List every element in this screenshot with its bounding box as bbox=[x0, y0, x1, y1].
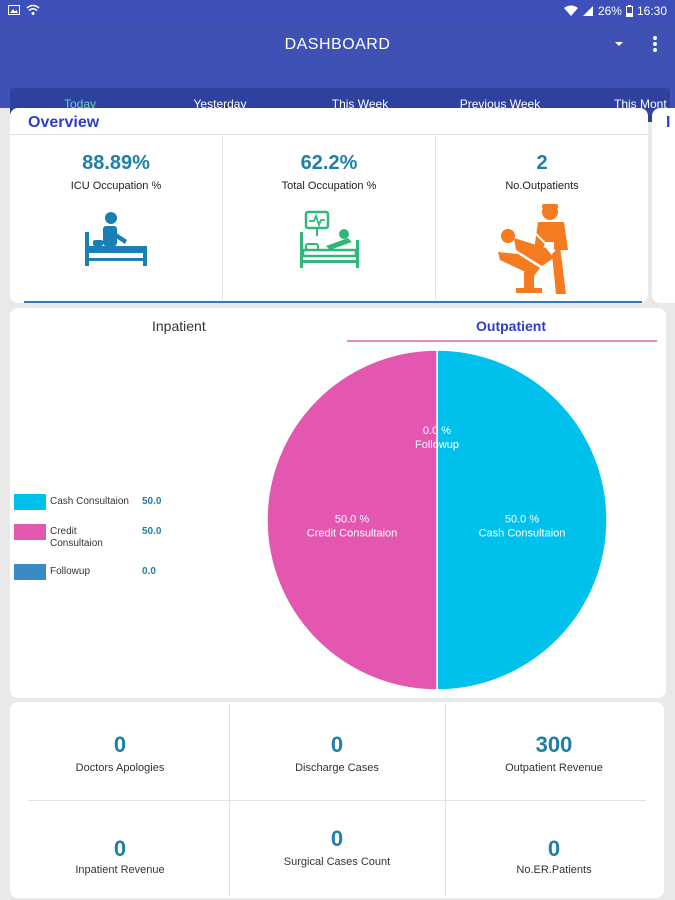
legend-value: 50.0 bbox=[142, 526, 162, 537]
metrics-card: 0 Doctors Apologies 0 Discharge Cases 30… bbox=[10, 702, 664, 898]
overview-title: Overview bbox=[28, 114, 100, 131]
outpatient-revenue-value: 300 bbox=[535, 732, 573, 757]
discharge-cases-value: 0 bbox=[330, 732, 344, 757]
outpatient-pie-chart[interactable]: 50.0 % Cash Consultaion 50.0 % Credit Consu… bbox=[264, 348, 610, 694]
tab-outpatient[interactable]: Outpatient bbox=[476, 318, 546, 334]
dropdown-arrow-icon[interactable] bbox=[610, 36, 628, 52]
tab-inpatient[interactable]: Inpatient bbox=[152, 318, 206, 334]
outpatient-tab-indicator bbox=[347, 340, 657, 342]
icu-occupation-value: 88.89% bbox=[82, 152, 150, 174]
pie-percent-label-followup: 0.0 % bbox=[423, 425, 451, 437]
tab-yesterday[interactable]: Yesterday bbox=[193, 97, 247, 111]
pie-name-label-followup: Followup bbox=[415, 439, 459, 451]
legend-swatch bbox=[14, 494, 46, 510]
battery-icon bbox=[625, 5, 633, 17]
more-options-icon[interactable] bbox=[648, 34, 662, 54]
inpatient-revenue-label: Inpatient Revenue bbox=[75, 864, 165, 876]
tab-previous-week[interactable]: Previous Week bbox=[459, 97, 541, 111]
pie-name-label-credit-consultaion: Credit Consultaion bbox=[307, 528, 398, 540]
status-bar: 26% 16:30 bbox=[0, 0, 675, 22]
stat-divider bbox=[222, 136, 223, 300]
legend-swatch bbox=[14, 524, 46, 540]
icu-occupation-stat: 88.89% ICU Occupation % bbox=[10, 136, 222, 300]
grid-divider bbox=[28, 800, 646, 801]
cell-signal-icon bbox=[582, 6, 593, 16]
total-occupation-label: Total Occupation % bbox=[281, 180, 377, 192]
outpatients-label: No.Outpatients bbox=[505, 180, 579, 192]
legend-value: 50.0 bbox=[142, 496, 162, 507]
inpatient-revenue-cell: 0 Inpatient Revenue bbox=[16, 802, 224, 898]
discharge-cases-label: Discharge Cases bbox=[295, 762, 379, 774]
doctors-apologies-value: 0 bbox=[113, 732, 127, 757]
overview-card: Overview 88.89% ICU Occupation % 62.2% T… bbox=[10, 108, 648, 303]
tab-today[interactable]: Today bbox=[63, 97, 97, 111]
side-card-partial[interactable]: I bbox=[652, 108, 675, 303]
tab-this-week[interactable]: This Week bbox=[331, 97, 389, 111]
hospital-bed-monitor-icon bbox=[300, 210, 359, 268]
pie-slice-cash-consultaion[interactable] bbox=[436, 349, 608, 691]
doctors-apologies-cell: 0 Doctors Apologies bbox=[16, 702, 224, 798]
pie-name-label-cash-consultaion: Cash Consultaion bbox=[479, 528, 566, 540]
outpatients-value: 2 bbox=[536, 152, 548, 174]
pie-slice-credit-consultaion[interactable] bbox=[266, 349, 438, 691]
outpatient-revenue-label: Outpatient Revenue bbox=[505, 762, 603, 774]
er-patients-cell: 0 No.ER.Patients bbox=[450, 802, 658, 898]
legend-value: 0.0 bbox=[142, 566, 156, 577]
er-patients-label: No.ER.Patients bbox=[516, 864, 592, 876]
outpatients-stat: 2 No.Outpatients bbox=[436, 136, 648, 300]
wifi-notification-icon bbox=[26, 4, 40, 15]
patient-breakdown-card: Inpatient Outpatient Cash Consultaion 50… bbox=[10, 308, 666, 698]
clock: 16:30 bbox=[636, 4, 667, 18]
doctors-apologies-label: Doctors Apologies bbox=[75, 762, 165, 774]
total-occupation-stat: 62.2% Total Occupation % bbox=[223, 136, 435, 300]
icu-occupation-label: ICU Occupation % bbox=[70, 180, 162, 192]
legend-swatch bbox=[14, 564, 46, 580]
surgical-cases-value: 0 bbox=[330, 826, 344, 851]
legend-label: Cash Consultaion bbox=[50, 496, 129, 507]
outpatient-revenue-cell: 300 Outpatient Revenue bbox=[450, 702, 658, 798]
pie-percent-label-credit-consultaion: 50.0 % bbox=[335, 514, 369, 526]
legend-label: Credit Consultaion bbox=[50, 526, 103, 549]
icu-patient-icon bbox=[85, 212, 147, 266]
wifi-signal-icon bbox=[563, 5, 578, 16]
image-notification-icon bbox=[8, 5, 20, 15]
doctor-patient-icon bbox=[498, 204, 568, 294]
tab-this-month[interactable]: This Mont bbox=[614, 97, 667, 111]
page-title: DASHBOARD bbox=[284, 36, 391, 53]
surgical-cases-label: Surgical Cases Count bbox=[283, 856, 391, 868]
side-card-title: I bbox=[666, 114, 671, 131]
total-occupation-value: 62.2% bbox=[300, 152, 358, 174]
battery-percent: 26% bbox=[597, 4, 622, 18]
app-bar: DASHBOARD Today Yesterday This Week Prev… bbox=[0, 22, 675, 122]
stat-divider bbox=[435, 136, 436, 300]
legend-label: Followup bbox=[50, 566, 91, 577]
overview-bottom-accent bbox=[24, 301, 642, 303]
pie-percent-label-cash-consultaion: 50.0 % bbox=[505, 514, 539, 526]
surgical-cases-cell: 0 Surgical Cases Count bbox=[233, 802, 441, 898]
er-patients-value: 0 bbox=[547, 836, 561, 861]
overview-header-divider bbox=[10, 134, 648, 135]
inpatient-revenue-value: 0 bbox=[113, 836, 127, 861]
discharge-cases-cell: 0 Discharge Cases bbox=[233, 702, 441, 798]
